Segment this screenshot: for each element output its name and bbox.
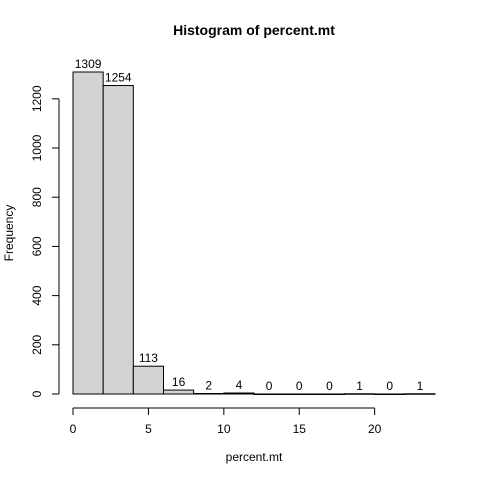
x-tick-label: 10 (217, 422, 231, 436)
histogram-bar (284, 394, 314, 395)
histogram-bar (133, 366, 163, 394)
bar-count-label: 113 (139, 351, 158, 365)
chart-title: Histogram of percent.mt (173, 22, 335, 38)
bar-count-label: 1254 (105, 71, 132, 85)
histogram-bar (405, 394, 435, 395)
histogram-bar (224, 393, 254, 394)
y-tick-label: 1000 (30, 134, 44, 161)
bar-count-label: 1 (417, 379, 424, 393)
x-tick-label: 0 (70, 422, 77, 436)
bar-count-label: 2 (205, 379, 212, 393)
bar-count-label: 0 (266, 379, 273, 393)
histogram-bar (194, 394, 224, 395)
x-tick-label: 20 (368, 422, 382, 436)
histogram-bar (345, 394, 375, 395)
y-tick-label: 200 (30, 334, 44, 354)
histogram-bar (73, 72, 103, 394)
x-axis-label: percent.mt (226, 450, 283, 464)
x-axis: 0 5 10 15 20 (70, 408, 382, 436)
bar-count-label: 16 (172, 375, 186, 389)
x-tick-label: 15 (293, 422, 307, 436)
y-tick-label: 0 (30, 390, 44, 397)
y-tick-label: 1200 (30, 85, 44, 112)
y-tick-label: 800 (30, 187, 44, 207)
y-tick-label: 600 (30, 236, 44, 256)
bar-count-label: 0 (386, 379, 393, 393)
y-axis-label: Frequency (2, 205, 16, 262)
bar-count-label: 0 (296, 379, 303, 393)
bar-count-label: 1 (356, 379, 363, 393)
histogram-bar (254, 394, 284, 395)
histogram-bar (103, 86, 133, 394)
bars-group (73, 72, 435, 395)
x-tick-label: 5 (145, 422, 152, 436)
bar-count-label: 4 (236, 378, 243, 392)
bar-count-label: 0 (326, 379, 333, 393)
y-tick-label: 400 (30, 285, 44, 305)
histogram-bar (164, 390, 194, 394)
bar-count-label: 1309 (75, 57, 102, 71)
y-axis: 0 200 400 600 800 1000 1200 (30, 85, 59, 397)
histogram-bar (375, 394, 405, 395)
histogram-bar (314, 394, 344, 395)
